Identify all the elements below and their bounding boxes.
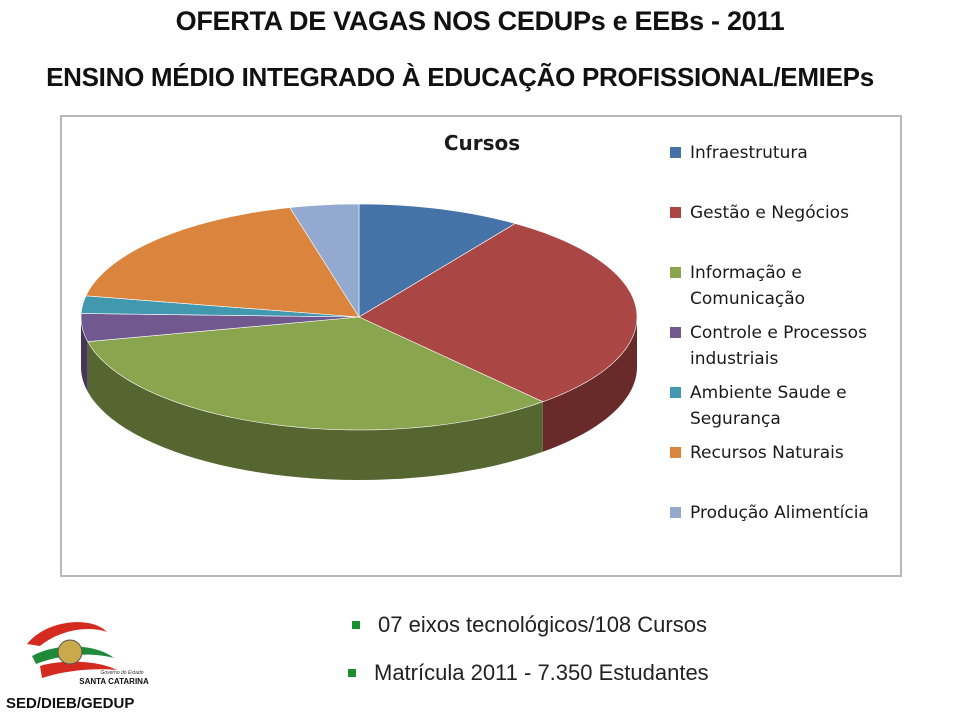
legend-swatch (670, 327, 681, 338)
page-subtitle: ENSINO MÉDIO INTEGRADO À EDUCAÇÃO PROFIS… (46, 62, 874, 92)
logo-caption: Governo do Estado (100, 670, 143, 676)
bullet-text: 07 eixos tecnológicos/108 Cursos (378, 612, 707, 637)
legend-label: Ambiente Saude e (690, 383, 847, 403)
pie-slice-controle-e-processos-industriais (80, 313, 360, 342)
pie-slice-side (87, 341, 543, 480)
logo-name: SANTA CATARINA (79, 677, 149, 686)
pie-slice-informa-o-e-comunica-o (87, 316, 544, 431)
legend-swatch (670, 447, 681, 458)
logo-red-swoosh-top (27, 622, 107, 646)
pie-slice-recursos-naturais (85, 207, 360, 318)
pie-slice-side (81, 317, 88, 392)
legend-label: Informação e (690, 263, 802, 283)
bullet-square-icon (348, 669, 356, 677)
legend-swatch (670, 507, 681, 518)
logo-crest-icon (57, 639, 83, 665)
legend-label: Controle e Processos (690, 323, 867, 343)
logo-red-swoosh-bottom (40, 661, 117, 678)
legend-swatch (670, 387, 681, 398)
legend-label: industriais (690, 349, 778, 369)
chart-frame: Cursos Infraestrutura Gestão e Negócios In… (60, 115, 902, 577)
legend-label: Produção Alimentícia (690, 503, 869, 523)
pie-slice-infraestrutura (358, 203, 517, 318)
pie-slice-gest-o-e-neg-cios (358, 223, 638, 403)
page-title: OFERTA DE VAGAS NOS CEDUPs e EEBs - 2011 (175, 6, 785, 36)
pie-slice-produ-o-aliment-cia (289, 203, 360, 319)
bullet-item: 07 eixos tecnológicos/108 Cursos (352, 612, 707, 638)
legend-label: Gestão e Negócios (690, 203, 849, 223)
legend-swatch (670, 207, 681, 218)
legend-label: Segurança (690, 409, 781, 429)
pie-chart: Cursos Infraestrutura Gestão e Negócios In… (80, 131, 869, 523)
santa-catarina-logo: Governo do Estado SANTA CATARINA (27, 622, 149, 686)
bullet-text: Matrícula 2011 - 7.350 Estudantes (374, 660, 709, 685)
legend-swatch (670, 147, 681, 158)
pie-slice-side (542, 317, 637, 452)
bullet-item: Matrícula 2011 - 7.350 Estudantes (348, 660, 709, 686)
legend-label: Infraestrutura (690, 143, 808, 163)
legend-swatch (670, 267, 681, 278)
footer-tag: SED/DIEB/GEDUP (6, 695, 135, 712)
chart-title: Cursos (444, 131, 520, 155)
legend-label: Recursos Naturais (690, 443, 844, 463)
bullet-square-icon (352, 621, 360, 629)
legend-label: Comunicação (690, 289, 805, 309)
